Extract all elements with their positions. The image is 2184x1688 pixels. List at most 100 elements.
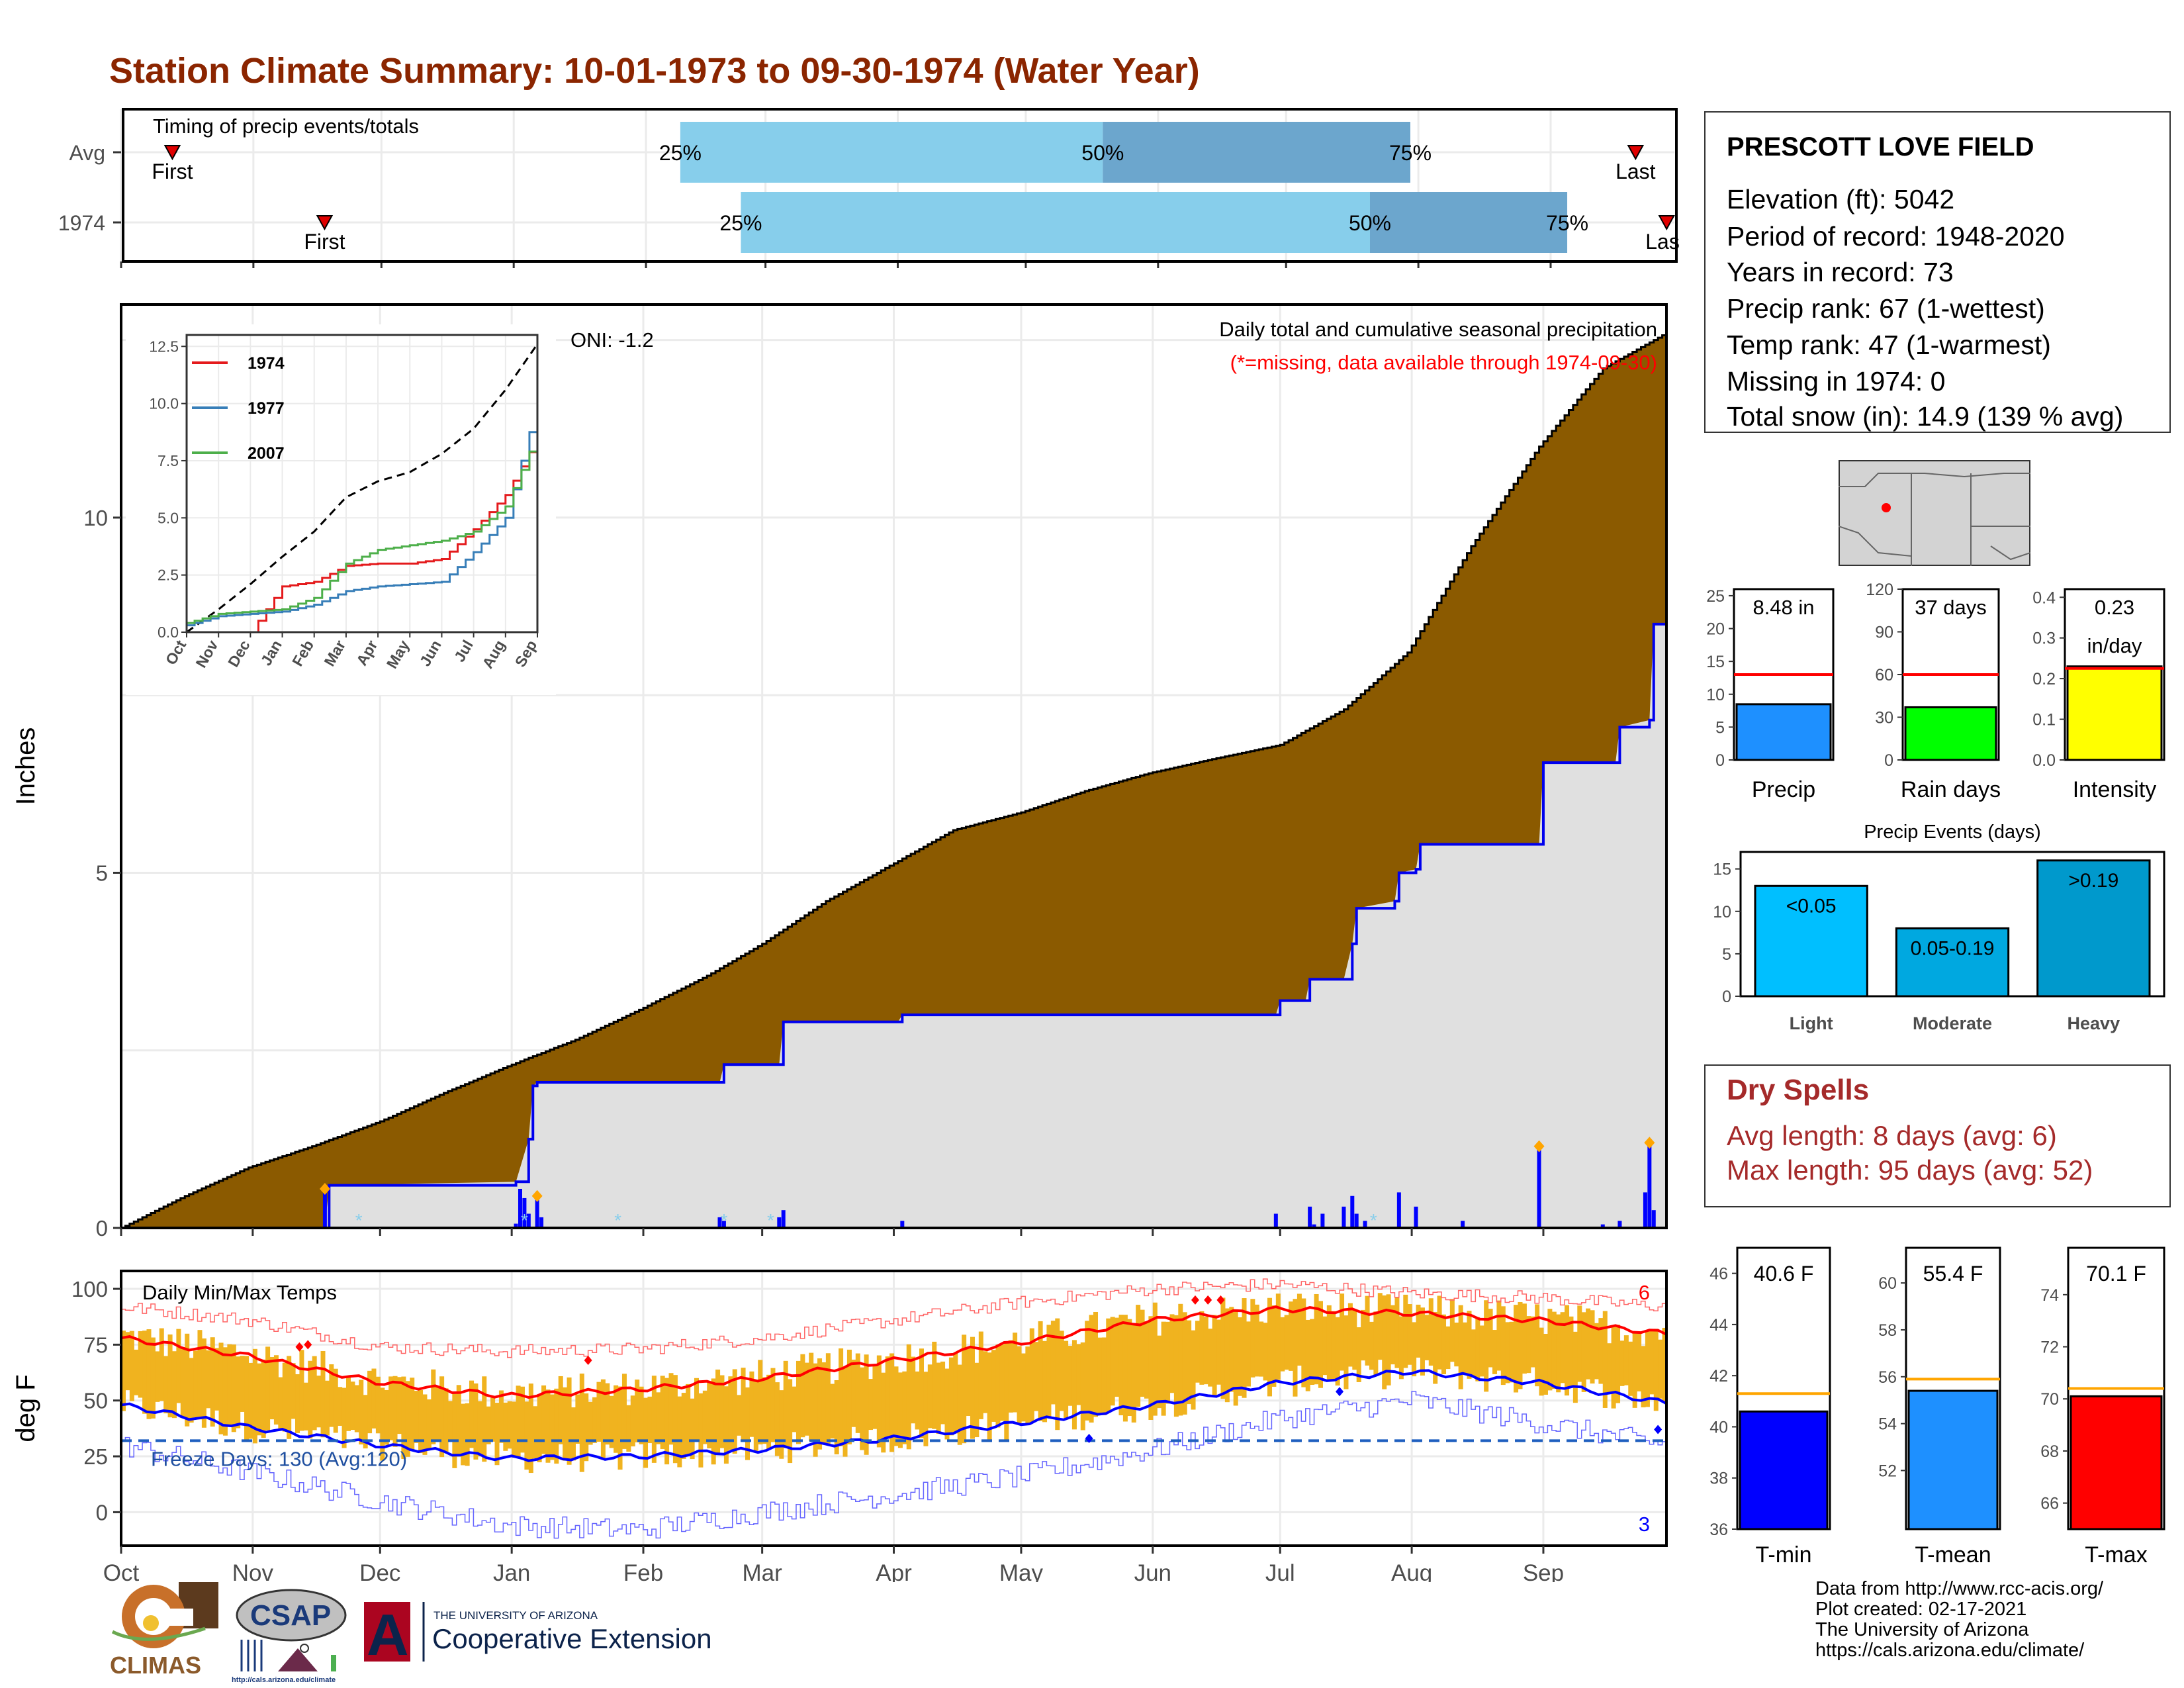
tempbar-value-text: 55.4 F <box>1923 1262 1983 1286</box>
station-snow: Total snow (in): 14.9 (139 % avg) <box>1727 401 2124 432</box>
daily-temp-bar <box>1484 1300 1489 1392</box>
daily-temp-bar <box>647 1396 653 1444</box>
daily-temp-bar <box>236 1356 241 1429</box>
tempbar-T-mean <box>1907 1389 1999 1530</box>
daily-temp-bar <box>1122 1315 1128 1422</box>
precip-ytick-label: 0 <box>96 1216 108 1238</box>
daily-temp-bar <box>295 1374 300 1433</box>
daily-temp-bar <box>1212 1315 1217 1397</box>
daily-temp-bar <box>1280 1317 1285 1372</box>
daily-temp-bar <box>1195 1321 1200 1383</box>
obs-cumulative-line <box>121 622 1666 1229</box>
daily-temp-bar <box>1224 1308 1230 1403</box>
daily-precip-bar <box>322 1188 327 1228</box>
summary-value-text2: in/day <box>2087 634 2142 657</box>
timing-label-75: 75% <box>1389 141 1432 165</box>
precip-legend-line1: Daily total and cumulative seasonal prec… <box>1219 318 1657 341</box>
summary-ytick-label: 0 <box>1884 751 1893 770</box>
timing-last-marker <box>1658 215 1675 231</box>
events-ytick-label: 10 <box>1713 903 1731 921</box>
inset-legend-label: 1977 <box>248 399 285 418</box>
daily-temp-bar <box>1615 1325 1621 1403</box>
daily-temp-bar <box>367 1370 373 1434</box>
daily-temp-bar <box>1305 1319 1310 1391</box>
daily-temp-bar <box>1263 1323 1268 1381</box>
daily-temp-bar <box>1050 1321 1056 1405</box>
daily-temp-bar <box>834 1380 839 1455</box>
daily-precip-bar <box>1461 1221 1465 1228</box>
tempbar-ytick-label: 56 <box>1878 1368 1897 1387</box>
month-label: Jun <box>1134 1560 1171 1582</box>
daily-temp-bar <box>927 1364 933 1429</box>
climas-text: CLIMAS <box>110 1652 201 1679</box>
daily-temp-bar <box>1242 1298 1247 1398</box>
daily-precip-bar <box>1600 1224 1605 1228</box>
daily-temp-bar <box>855 1353 860 1433</box>
daily-temp-bar <box>227 1344 232 1427</box>
daily-precip-bar <box>535 1196 539 1228</box>
daily-temp-bar <box>431 1369 436 1444</box>
daily-temp-bar <box>1284 1315 1289 1370</box>
daily-temp-bar <box>1458 1305 1463 1389</box>
daily-temp-bar <box>1463 1322 1468 1374</box>
tempbar-ytick-label: 72 <box>2040 1338 2059 1357</box>
daily-temp-bar <box>537 1393 542 1463</box>
daily-temp-bar <box>639 1386 644 1444</box>
daily-temp-bar <box>257 1363 262 1436</box>
daily-temp-bar <box>558 1376 563 1444</box>
daily-precip-bar <box>781 1210 786 1228</box>
tempbar-T-max <box>2070 1395 2163 1530</box>
daily-temp-bar <box>656 1392 661 1444</box>
daily-temp-bar <box>851 1359 856 1427</box>
daily-temp-bar <box>1064 1340 1069 1419</box>
daily-temp-bar <box>605 1383 610 1445</box>
daily-temp-bar <box>533 1406 538 1459</box>
summary-ytick-label: 0 <box>1715 751 1725 770</box>
daily-temp-bar <box>915 1371 920 1430</box>
tmax-record-count: 6 <box>1639 1281 1650 1304</box>
daily-temp-bar <box>180 1347 185 1418</box>
daily-temp-bar <box>465 1403 470 1466</box>
inset-plot-bg <box>187 335 537 632</box>
summary-bar-Rain days <box>1904 706 1997 761</box>
daily-temp-bar <box>1569 1316 1574 1388</box>
record-tmin-line <box>121 1391 1667 1539</box>
daily-temp-bar <box>1572 1331 1578 1403</box>
daily-temp-bar <box>516 1385 521 1458</box>
daily-temp-bar <box>758 1360 763 1445</box>
daily-temp-bar <box>1068 1346 1073 1406</box>
daily-precip-bar <box>514 1223 518 1228</box>
daily-temp-bar <box>635 1380 640 1442</box>
summary-ytick-label: 0.3 <box>2032 630 2056 648</box>
daily-temp-bar <box>214 1348 220 1411</box>
daily-temp-bar <box>588 1401 593 1445</box>
record-temp-marker <box>295 1342 304 1352</box>
daily-temp-bar <box>329 1364 334 1427</box>
dry-spells-box: Dry Spells Avg length: 8 days (avg: 6) M… <box>1704 1064 2171 1207</box>
daily-temp-bar <box>150 1337 156 1419</box>
summary-bars: 8.48 in 0 5 10 15 20 25 Precip 37 days 0 30 60 90 120… <box>1706 581 2165 802</box>
daily-temp-bar <box>1148 1316 1154 1421</box>
daily-temp-bar <box>1275 1293 1281 1380</box>
summary-ytick-label: 25 <box>1706 587 1725 606</box>
temp-ytick-label: 25 <box>83 1444 108 1469</box>
daily-temp-bar <box>1632 1332 1637 1408</box>
daily-temp-bar <box>354 1385 359 1432</box>
daily-temp-bar <box>469 1380 475 1448</box>
month-label: Dec <box>359 1560 400 1582</box>
inset-ytick-label: 0.0 <box>158 624 179 641</box>
daily-temp-bar <box>316 1376 322 1428</box>
daily-temp-bar <box>987 1352 992 1440</box>
tempbar-ytick-label: 42 <box>1709 1367 1728 1385</box>
temp-summary-bars: 40.6 F 36 38 40 42 44 46 T-min 55.4 F 52 54 56 58 60 T… <box>1709 1246 2165 1568</box>
daily-temp-bar <box>1628 1341 1633 1396</box>
inset-ytick-label: 2.5 <box>158 567 179 584</box>
daily-temp-bar <box>1335 1317 1340 1386</box>
daily-temp-bar <box>1042 1340 1048 1423</box>
daily-precip-bar <box>777 1217 782 1228</box>
daily-temp-bar <box>868 1379 874 1430</box>
record-daily-marker <box>531 1190 543 1202</box>
daily-temp-bar <box>1471 1329 1476 1376</box>
tempbar-ytick-label: 58 <box>1878 1321 1897 1340</box>
